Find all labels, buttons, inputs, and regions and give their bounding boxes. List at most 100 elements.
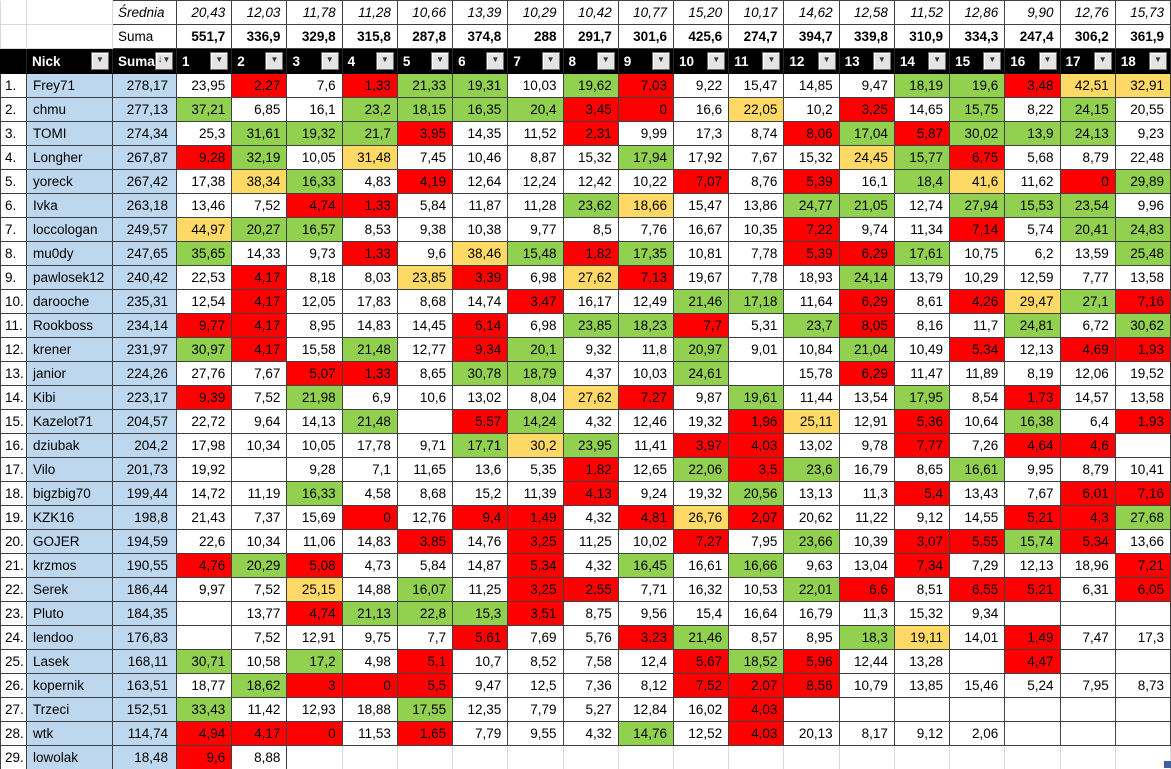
score-cell-round-5[interactable]: 22,8 — [396, 601, 454, 626]
score-cell-round-7[interactable]: 6,98 — [507, 265, 564, 290]
score-cell-round-12[interactable]: 25,11 — [783, 409, 840, 434]
player-nick-cell[interactable]: Frey71 — [26, 73, 113, 98]
score-cell-round-10[interactable]: 20,97 — [672, 337, 730, 362]
score-cell-round-12[interactable] — [783, 745, 840, 769]
total-value-round-1[interactable]: 551,7 — [175, 24, 233, 49]
score-cell-round-2[interactable]: 4,17 — [231, 313, 288, 338]
score-cell-round-6[interactable]: 11,87 — [452, 193, 509, 218]
player-total-cell[interactable]: 247,65 — [112, 241, 177, 266]
score-cell-round-8[interactable]: 7,36 — [562, 673, 619, 698]
score-cell-round-3[interactable]: 16,33 — [286, 481, 343, 506]
score-cell-round-14[interactable]: 14,65 — [893, 97, 951, 122]
score-cell-round-14[interactable]: 7,34 — [893, 553, 951, 578]
score-cell-round-15[interactable]: 11,89 — [949, 361, 1006, 386]
score-cell-round-12[interactable]: 5,39 — [783, 169, 840, 194]
score-cell-round-18[interactable] — [1114, 697, 1171, 722]
score-cell-round-8[interactable]: 5,76 — [562, 625, 619, 650]
score-cell-round-11[interactable]: 2,07 — [728, 505, 785, 530]
score-cell-round-17[interactable]: 27,1 — [1059, 289, 1116, 314]
score-cell-round-6[interactable]: 10,46 — [452, 145, 509, 170]
score-cell-round-6[interactable]: 9,47 — [452, 673, 509, 698]
score-cell-round-6[interactable]: 9,34 — [452, 337, 509, 362]
player-total-cell[interactable]: 204,57 — [112, 409, 177, 434]
score-cell-round-16[interactable]: 1,49 — [1004, 625, 1061, 650]
score-cell-round-16[interactable]: 29,47 — [1004, 289, 1061, 314]
score-cell-round-4[interactable]: 8,53 — [341, 217, 398, 242]
score-cell-round-12[interactable]: 5,96 — [783, 649, 840, 674]
score-cell-round-8[interactable]: 23,95 — [562, 433, 619, 458]
score-cell-round-12[interactable]: 23,7 — [783, 313, 840, 338]
score-cell-round-6[interactable]: 6,14 — [452, 313, 509, 338]
score-cell-round-7[interactable]: 3,51 — [507, 601, 564, 626]
score-cell-round-4[interactable]: 1,33 — [341, 193, 398, 218]
score-cell-round-13[interactable]: 11,3 — [838, 481, 895, 506]
score-cell-round-17[interactable]: 24,13 — [1059, 121, 1116, 146]
score-cell-round-6[interactable] — [452, 745, 509, 769]
player-nick-cell[interactable]: krener — [26, 337, 113, 362]
player-total-cell[interactable]: 194,59 — [112, 529, 177, 554]
score-cell-round-14[interactable]: 19,11 — [893, 625, 951, 650]
score-cell-round-3[interactable]: 14,13 — [286, 409, 343, 434]
score-cell-round-5[interactable]: 21,33 — [396, 73, 454, 98]
score-cell-round-3[interactable]: 0 — [286, 721, 343, 746]
score-cell-round-15[interactable]: 5,34 — [949, 337, 1006, 362]
score-cell-round-4[interactable]: 7,1 — [341, 457, 398, 482]
score-cell-round-2[interactable]: 4,17 — [231, 265, 288, 290]
average-value-round-8[interactable]: 10,42 — [562, 0, 619, 25]
average-value-round-5[interactable]: 10,66 — [396, 0, 454, 25]
score-cell-round-18[interactable]: 1,93 — [1114, 409, 1171, 434]
score-cell-round-1[interactable]: 44,97 — [175, 217, 233, 242]
score-cell-round-1[interactable]: 18,77 — [175, 673, 233, 698]
score-cell-round-4[interactable]: 21,48 — [341, 337, 398, 362]
player-nick-cell[interactable]: TOMI — [26, 121, 113, 146]
score-cell-round-15[interactable]: 2,06 — [949, 721, 1006, 746]
score-cell-round-1[interactable]: 37,21 — [175, 97, 233, 122]
player-total-cell[interactable]: 224,26 — [112, 361, 177, 386]
round-14-filter-dropdown-button[interactable]: ▼ — [928, 52, 947, 70]
score-cell-round-9[interactable]: 18,66 — [617, 193, 674, 218]
player-total-cell[interactable]: 234,14 — [112, 313, 177, 338]
score-cell-round-8[interactable]: 4,32 — [562, 409, 619, 434]
score-cell-round-7[interactable]: 20,1 — [507, 337, 564, 362]
score-cell-round-9[interactable]: 7,76 — [617, 217, 674, 242]
score-cell-round-17[interactable]: 7,95 — [1059, 673, 1116, 698]
score-cell-round-16[interactable]: 9,95 — [1004, 457, 1061, 482]
score-cell-round-8[interactable]: 7,58 — [562, 649, 619, 674]
row-number-cell[interactable]: 18. — [0, 481, 27, 506]
score-cell-round-1[interactable]: 13,46 — [175, 193, 233, 218]
score-cell-round-3[interactable]: 9,28 — [286, 457, 343, 482]
score-cell-round-4[interactable]: 4,73 — [341, 553, 398, 578]
average-value-round-14[interactable]: 11,52 — [893, 0, 951, 25]
score-cell-round-4[interactable]: 21,7 — [341, 121, 398, 146]
score-cell-round-15[interactable]: 27,94 — [949, 193, 1006, 218]
score-cell-round-9[interactable]: 14,76 — [617, 721, 674, 746]
score-cell-round-9[interactable]: 7,13 — [617, 265, 674, 290]
score-cell-round-14[interactable]: 18,19 — [893, 73, 951, 98]
average-value-round-16[interactable]: 9,90 — [1004, 0, 1061, 25]
score-cell-round-13[interactable]: 6,29 — [838, 289, 895, 314]
score-cell-round-11[interactable]: 17,18 — [728, 289, 785, 314]
score-cell-round-9[interactable]: 10,02 — [617, 529, 674, 554]
score-cell-round-15[interactable] — [949, 745, 1006, 769]
score-cell-round-7[interactable]: 10,03 — [507, 73, 564, 98]
score-cell-round-16[interactable]: 4,47 — [1004, 649, 1061, 674]
score-cell-round-18[interactable]: 13,58 — [1114, 265, 1171, 290]
score-cell-round-1[interactable]: 9,6 — [175, 745, 233, 769]
score-cell-round-16[interactable]: 5,68 — [1004, 145, 1061, 170]
score-cell-round-6[interactable]: 14,87 — [452, 553, 509, 578]
score-cell-round-8[interactable]: 1,82 — [562, 457, 619, 482]
score-cell-round-17[interactable]: 7,77 — [1059, 265, 1116, 290]
score-cell-round-9[interactable]: 11,8 — [617, 337, 674, 362]
score-cell-round-12[interactable]: 7,22 — [783, 217, 840, 242]
score-cell-round-1[interactable]: 12,54 — [175, 289, 233, 314]
score-cell-round-3[interactable]: 8,95 — [286, 313, 343, 338]
score-cell-round-8[interactable]: 3,45 — [562, 97, 619, 122]
score-cell-round-4[interactable]: 31,48 — [341, 145, 398, 170]
score-cell-round-11[interactable]: 18,52 — [728, 649, 785, 674]
score-cell-round-15[interactable]: 8,54 — [949, 385, 1006, 410]
score-cell-round-15[interactable] — [949, 649, 1006, 674]
score-cell-round-8[interactable]: 27,62 — [562, 385, 619, 410]
player-nick-cell[interactable]: krzmos — [26, 553, 113, 578]
average-value-round-3[interactable]: 11,78 — [286, 0, 343, 25]
score-cell-round-3[interactable]: 25,15 — [286, 577, 343, 602]
